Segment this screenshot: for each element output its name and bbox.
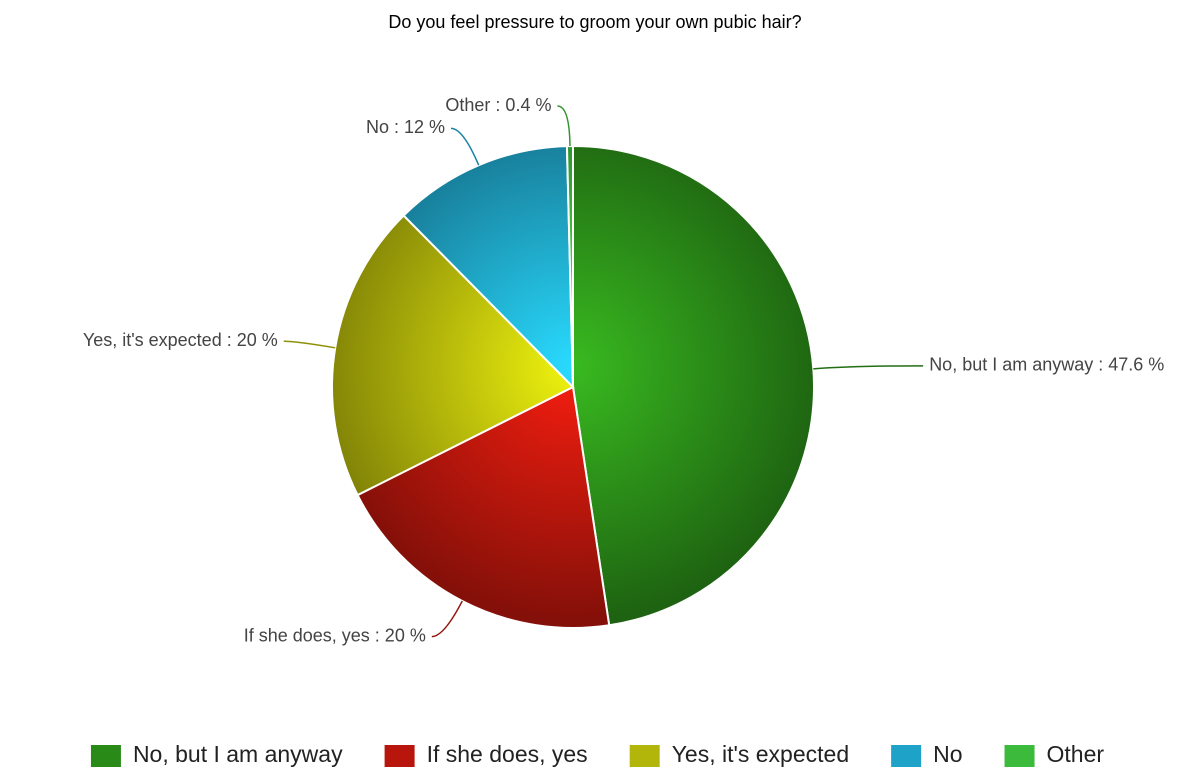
pie-slice [572, 144, 815, 627]
legend-swatch [1004, 745, 1035, 767]
chart-title: Do you feel pressure to groom your own p… [388, 12, 801, 32]
legend-swatch [90, 745, 121, 767]
label-connector [283, 340, 336, 349]
legend-swatch [891, 745, 922, 767]
value-label: No : 12 % [366, 117, 445, 137]
legend-label: Other [1047, 741, 1105, 767]
pie-slice [402, 145, 575, 390]
legend-label: No, but I am anyway [133, 741, 343, 767]
pie-slice [356, 385, 611, 629]
label-connector [431, 600, 463, 638]
value-label: If she does, yes : 20 % [244, 625, 426, 645]
label-connector [450, 127, 480, 166]
legend-label: If she does, yes [427, 741, 588, 767]
legend-swatch [384, 745, 415, 767]
value-label: No, but I am anyway : 47.6 % [929, 355, 1164, 375]
legend-label: Yes, it's expected [672, 741, 849, 767]
legend-swatch [629, 745, 660, 767]
label-connector [557, 105, 571, 147]
legend-label: No [933, 741, 962, 767]
label-connector [813, 365, 924, 370]
value-label: Other : 0.4 % [445, 95, 551, 115]
value-label: Yes, it's expected : 20 % [83, 330, 278, 350]
